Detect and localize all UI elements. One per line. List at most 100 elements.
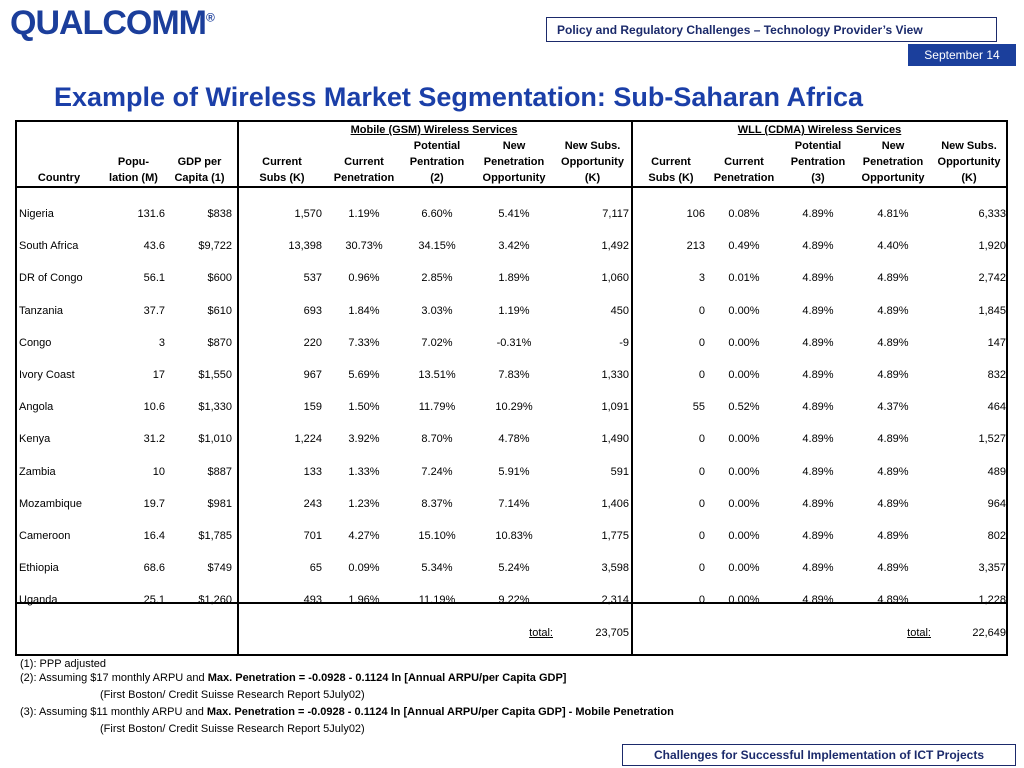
table-cell: 1.89% xyxy=(498,272,530,284)
table-cell: 13.51% xyxy=(418,369,456,381)
header-subtitle: Policy and Regulatory Challenges – Techn… xyxy=(557,22,923,37)
table-cell: 4.40% xyxy=(877,240,909,252)
table-cell: 1,920 xyxy=(978,240,1006,252)
table-cell: 7.02% xyxy=(421,337,453,349)
table-cell: 0.01% xyxy=(728,272,760,284)
column-header: (2) xyxy=(430,172,444,184)
date-bar: September 14 xyxy=(908,44,1016,66)
table-cell: 7.33% xyxy=(348,337,380,349)
table-cell: 4.89% xyxy=(802,530,834,542)
table-cell: 4.89% xyxy=(877,530,909,542)
table-cell: 1.96% xyxy=(348,594,380,606)
column-header: Current xyxy=(651,156,691,168)
table-cell: 10.6 xyxy=(143,401,165,413)
column-header: New xyxy=(502,140,526,152)
column-header: New Subs. xyxy=(564,140,621,152)
table-cell: 964 xyxy=(987,498,1006,510)
table-cell: 7.83% xyxy=(498,369,530,381)
table-cell: 0.00% xyxy=(728,594,760,606)
country-cell: Cameroon xyxy=(19,530,71,542)
header-subtitle-box: Policy and Regulatory Challenges – Techn… xyxy=(546,17,997,42)
table-cell: 7,117 xyxy=(602,208,629,220)
table-cell: 1,490 xyxy=(601,433,629,445)
table-cell: 1,527 xyxy=(978,433,1006,445)
table-cell: 2,314 xyxy=(601,594,629,606)
table-cell: 5.91% xyxy=(498,466,530,478)
table-cell: 3 xyxy=(158,337,165,349)
table-cell: 4.89% xyxy=(802,433,834,445)
country-cell: Angola xyxy=(19,401,54,413)
table-cell: 2,742 xyxy=(978,272,1006,284)
table-cell: 7.14% xyxy=(498,498,530,510)
footer-box: Challenges for Successful Implementation… xyxy=(622,744,1016,766)
table-cell: 4.89% xyxy=(802,594,834,606)
country-cell: Mozambique xyxy=(19,498,82,510)
table-cell: $600 xyxy=(207,272,232,284)
table-cell: 159 xyxy=(303,401,322,413)
table-cell: 0 xyxy=(698,498,705,510)
table-cell: 10.83% xyxy=(495,530,533,542)
table-cell: 4.89% xyxy=(802,401,834,413)
table-cell: 0 xyxy=(698,337,705,349)
table-cell: 4.78% xyxy=(498,433,530,445)
column-header: Penetration xyxy=(483,156,545,168)
table-cell: 4.89% xyxy=(877,433,909,445)
table-cell: -0.31% xyxy=(496,337,532,349)
table-cell: 4.89% xyxy=(877,498,909,510)
column-header: Country xyxy=(37,172,81,184)
table-cell: 1.23% xyxy=(348,498,380,510)
column-header: Subs (K) xyxy=(259,172,305,184)
table-cell: $610 xyxy=(207,305,232,317)
table-cell: 147 xyxy=(987,337,1006,349)
cdma-total-value: 22,649 xyxy=(972,627,1006,639)
table-cell: 65 xyxy=(309,562,322,574)
table-cell: 832 xyxy=(987,369,1006,381)
column-header: GDP per xyxy=(177,156,222,168)
table-cell: 1,845 xyxy=(978,305,1006,317)
footnote-3: (3): Assuming $11 monthly ARPU and Max. … xyxy=(20,705,674,719)
table-cell: 5.69% xyxy=(348,369,380,381)
table-cell: 4.89% xyxy=(802,337,834,349)
column-header: New Subs. xyxy=(941,140,997,152)
column-header: Penetration xyxy=(862,156,924,168)
market-segmentation-table: Mobile (GSM) Wireless Services WLL (CDMA… xyxy=(15,120,1008,656)
country-cell: Kenya xyxy=(19,433,51,445)
table-cell: 4.89% xyxy=(802,305,834,317)
qualcomm-logo: QUALCOMM® xyxy=(10,4,215,43)
table-header-divider xyxy=(17,186,1006,188)
column-header: Opportunity xyxy=(861,172,925,184)
footnote-1: (1): PPP adjusted xyxy=(20,658,107,670)
table-cell: 4.89% xyxy=(877,369,909,381)
table-cell: 34.15% xyxy=(418,240,456,252)
table-cell: 4.89% xyxy=(877,466,909,478)
table-cell: 4.89% xyxy=(877,594,909,606)
table-cell: 1,775 xyxy=(601,530,629,542)
table-cell: 464 xyxy=(987,401,1006,413)
table-cell: 25.1 xyxy=(143,594,165,606)
table-cell: 0 xyxy=(698,530,705,542)
table-cell: 0.00% xyxy=(728,466,760,478)
table-cell: $1,010 xyxy=(198,433,232,445)
column-header: Subs (K) xyxy=(648,172,694,184)
table-cell: 967 xyxy=(303,369,322,381)
table-cell: 1,406 xyxy=(601,498,629,510)
table-cell: 450 xyxy=(610,305,629,317)
table-cell: 10.29% xyxy=(495,401,533,413)
table-cell: 1.33% xyxy=(348,466,380,478)
column-header: Popu- xyxy=(117,156,150,168)
table-cell: $9,722 xyxy=(198,240,232,252)
table-cell: 4.89% xyxy=(877,272,909,284)
table-cell: 0 xyxy=(698,369,705,381)
table-cell: 4.89% xyxy=(802,240,834,252)
table-cell: 0.00% xyxy=(728,530,760,542)
page-title: Example of Wireless Market Segmentation:… xyxy=(54,82,863,112)
table-divider-gsm xyxy=(237,122,239,654)
table-cell: 16.4 xyxy=(143,530,165,542)
column-header: Current xyxy=(262,156,302,168)
table-cell: 0.49% xyxy=(728,240,760,252)
table-cell: 7.24% xyxy=(421,466,453,478)
table-cell: $838 xyxy=(207,208,232,220)
column-header: New xyxy=(881,140,905,152)
table-cell: 489 xyxy=(987,466,1006,478)
table-cell: $749 xyxy=(207,562,232,574)
